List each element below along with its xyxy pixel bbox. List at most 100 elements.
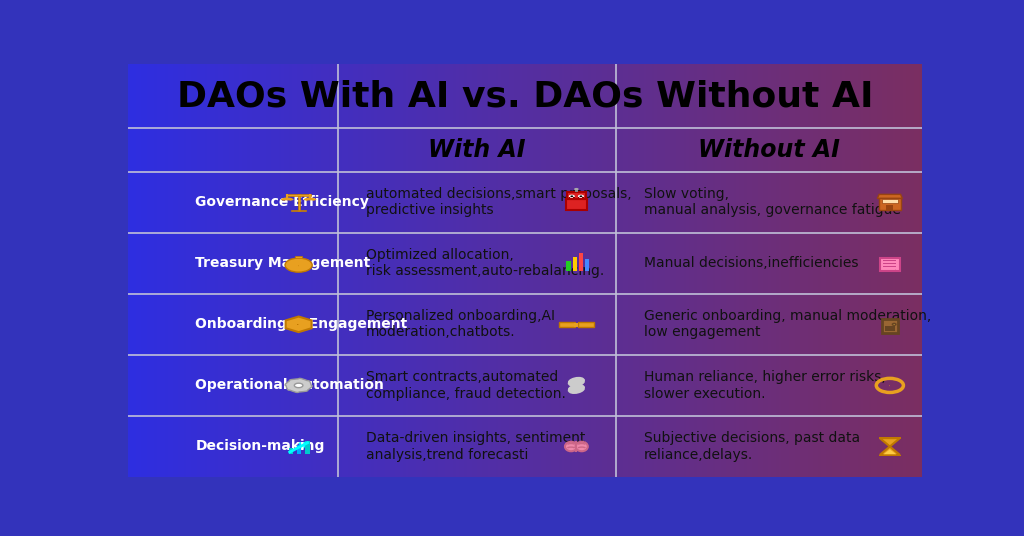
Bar: [726, 64, 728, 477]
Bar: [442, 64, 445, 477]
Bar: [372, 64, 374, 477]
Bar: [544, 64, 546, 477]
Bar: [837, 64, 840, 477]
Bar: [290, 64, 292, 477]
Bar: [567, 192, 586, 199]
Bar: [406, 64, 409, 477]
Bar: [631, 64, 633, 477]
Bar: [482, 64, 485, 477]
Text: Decision-making: Decision-making: [196, 440, 325, 453]
Bar: [885, 326, 895, 331]
Bar: [573, 197, 574, 198]
Bar: [880, 64, 882, 477]
Ellipse shape: [565, 442, 578, 451]
Bar: [392, 64, 395, 477]
Bar: [419, 64, 422, 477]
Bar: [557, 64, 559, 477]
Bar: [574, 323, 579, 327]
Bar: [258, 64, 260, 477]
Bar: [551, 64, 554, 477]
Bar: [422, 64, 424, 477]
Bar: [387, 64, 390, 477]
Bar: [313, 64, 315, 477]
Bar: [477, 64, 480, 477]
Bar: [173, 64, 176, 477]
Bar: [456, 64, 459, 477]
Bar: [583, 197, 584, 198]
Bar: [866, 64, 868, 477]
Bar: [790, 64, 792, 477]
Bar: [297, 445, 301, 454]
Bar: [835, 64, 837, 477]
Bar: [403, 64, 406, 477]
Bar: [499, 64, 501, 477]
Bar: [358, 64, 360, 477]
Bar: [887, 64, 890, 477]
Bar: [397, 64, 400, 477]
Circle shape: [578, 195, 584, 198]
Bar: [504, 64, 506, 477]
Bar: [882, 319, 898, 333]
Bar: [494, 64, 496, 477]
Bar: [718, 64, 721, 477]
Bar: [671, 64, 673, 477]
Bar: [633, 64, 636, 477]
Bar: [218, 64, 220, 477]
Bar: [445, 64, 449, 477]
Bar: [569, 64, 572, 477]
Bar: [213, 64, 215, 477]
Bar: [133, 64, 136, 477]
Bar: [723, 64, 726, 477]
Bar: [575, 189, 578, 192]
Bar: [131, 64, 133, 477]
Text: Manual decisions,inefficiencies: Manual decisions,inefficiencies: [644, 256, 858, 270]
Bar: [183, 64, 186, 477]
Bar: [861, 64, 863, 477]
Bar: [454, 64, 456, 477]
Ellipse shape: [575, 442, 588, 451]
Bar: [305, 64, 308, 477]
Bar: [207, 64, 210, 477]
Bar: [541, 64, 544, 477]
Text: Data-driven insights, sentiment
analysis,trend forecasti: Data-driven insights, sentiment analysis…: [367, 431, 586, 461]
Bar: [646, 64, 649, 477]
Bar: [755, 64, 758, 477]
Bar: [178, 64, 181, 477]
Text: ✓: ✓: [895, 269, 896, 270]
Bar: [295, 64, 297, 477]
Bar: [880, 455, 900, 456]
Bar: [374, 64, 377, 477]
Bar: [895, 64, 898, 477]
Bar: [554, 64, 557, 477]
Text: Onboarding & Engagement: Onboarding & Engagement: [196, 317, 408, 331]
Bar: [721, 64, 723, 477]
Bar: [639, 64, 641, 477]
Bar: [305, 441, 309, 454]
Bar: [903, 64, 905, 477]
Bar: [813, 64, 816, 477]
Bar: [440, 64, 442, 477]
Bar: [546, 64, 549, 477]
Bar: [449, 64, 451, 477]
Bar: [713, 64, 715, 477]
Bar: [273, 64, 276, 477]
Bar: [626, 64, 628, 477]
Bar: [808, 64, 811, 477]
Bar: [247, 64, 250, 477]
Bar: [786, 64, 790, 477]
Polygon shape: [285, 378, 312, 392]
Circle shape: [294, 383, 303, 388]
Bar: [826, 64, 829, 477]
Bar: [684, 64, 686, 477]
Bar: [753, 64, 755, 477]
Bar: [215, 64, 218, 477]
Bar: [459, 64, 461, 477]
Bar: [202, 64, 205, 477]
Bar: [245, 64, 247, 477]
Bar: [831, 64, 835, 477]
Bar: [297, 64, 300, 477]
Bar: [270, 64, 273, 477]
Text: Human reliance, higher error risks,
slower execution.: Human reliance, higher error risks, slow…: [644, 370, 886, 400]
Bar: [350, 64, 353, 477]
Bar: [530, 64, 532, 477]
